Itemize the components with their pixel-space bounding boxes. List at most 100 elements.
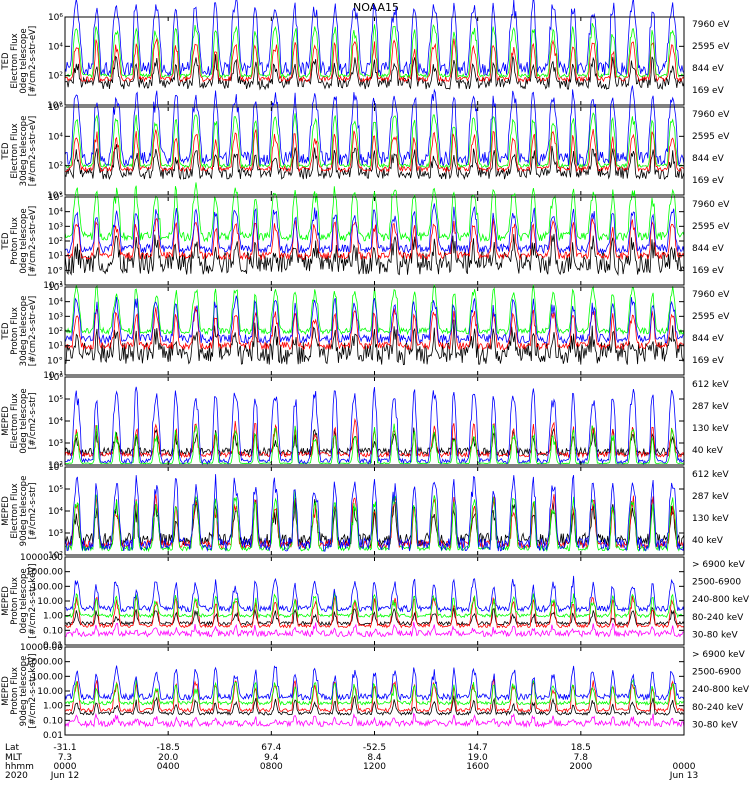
series-trace-30-80-kev — [64, 575, 685, 614]
y-tick-label: 10² — [48, 327, 63, 337]
y-tick-label: 10⁴ — [48, 208, 63, 218]
series-trace-612-kev — [64, 427, 685, 457]
panels: 7960 eV 2595 eV 844 eV 169 eV 10° 10² 10⁴ 10⁶ TE… — [1, 0, 750, 741]
series-trace-30-80-kev — [64, 665, 685, 701]
legend-label: 169 eV — [692, 266, 725, 276]
y-axis-label: [#/cm2-s-str] — [28, 393, 38, 450]
y-tick-label: 10² — [48, 72, 63, 82]
y-tick-label: 10⁴ — [48, 417, 63, 427]
y-tick-label: 10¹ — [48, 252, 63, 262]
y-axis-label: 0deg telescope — [19, 28, 29, 93]
series-trace-2595-ev — [64, 306, 685, 351]
y-tick-label: 10000.00 — [20, 643, 63, 653]
series-trace-2595-ev — [64, 128, 685, 173]
y-tick-label: 10⁴ — [48, 42, 63, 52]
panel-2: 7960 eV 2595 eV 844 eV 169 eV 10° 10² 10⁴ 10⁶ TE… — [1, 85, 730, 201]
series-trace-7960-ev — [64, 144, 685, 181]
y-tick-label: 10° — [47, 101, 63, 111]
y-tick-label: 10° — [47, 356, 63, 366]
legend-label: 80-240 keV — [692, 703, 744, 713]
x-tick-label: 0000 — [673, 762, 696, 772]
series-trace-7960-ev — [64, 54, 685, 91]
legend-label: 130 keV — [692, 514, 729, 524]
y-axis-label: [#/cm2-s-str-eV] — [28, 26, 38, 96]
y-axis-label: [#/cm2-s-str-eV] — [28, 296, 38, 366]
panel-4: 7960 eV 2595 eV 844 eV 169 eV 10⁻¹ 10° 10¹ 10² 1… — [1, 283, 730, 381]
y-axis-label: [#/cm2-s-str] — [28, 483, 38, 540]
legend-label: 2595 eV — [692, 312, 730, 322]
y-axis-label: TED — [1, 52, 11, 71]
y-axis-label: TED — [1, 322, 11, 341]
y-axis-label: 0deg telescope — [19, 208, 29, 273]
y-axis-label: 0deg telescope — [19, 568, 29, 633]
legend-label: 240-800 keV — [692, 685, 750, 695]
y-tick-label: 10⁴ — [48, 507, 63, 517]
y-axis-label: Electron Flux — [10, 33, 20, 88]
series-trace--6900-kev — [64, 621, 685, 638]
y-tick-label: 10² — [48, 237, 63, 247]
x-tick-label: 1600 — [466, 762, 489, 772]
y-tick-label: 0.01 — [43, 641, 63, 651]
legend-label: 2595 eV — [692, 42, 730, 52]
series-trace-40-kev — [64, 474, 685, 552]
y-tick-label: 10⁶ — [48, 463, 63, 473]
legend-label: 7960 eV — [692, 290, 730, 300]
series-trace-844-ev — [64, 112, 685, 169]
series-trace-2500-6900 — [64, 694, 685, 717]
y-tick-label: 10⁵ — [48, 395, 63, 405]
series-trace-169-ev — [64, 203, 685, 255]
x-tick-label: 7.3 — [58, 753, 72, 763]
series-trace-2500-6900 — [64, 606, 685, 627]
y-tick-label: 10³ — [48, 529, 63, 539]
y-tick-label: 10² — [48, 162, 63, 172]
y-tick-label: 10⁻¹ — [43, 281, 63, 291]
legend-label: 40 keV — [692, 446, 724, 456]
x-tick-label: 0000 — [54, 762, 77, 772]
legend-label: 844 eV — [692, 334, 725, 344]
legend-label: 2595 eV — [692, 222, 730, 232]
y-tick-label: 1000.00 — [26, 658, 63, 668]
y-axis-label: MEPED — [1, 676, 11, 706]
y-tick-label: 0.01 — [43, 731, 63, 741]
y-tick-label: 10¹ — [48, 342, 63, 352]
y-axis-label: TED — [1, 142, 11, 161]
legend-label: 612 keV — [692, 380, 729, 390]
series-trace-2595-ev — [64, 37, 685, 83]
legend-label: > 6900 keV — [692, 560, 746, 570]
y-axis-label: Electron Flux — [10, 393, 20, 448]
y-axis-label: 90deg telescope — [19, 656, 29, 727]
x-tick-label: 20.0 — [158, 753, 178, 763]
y-tick-label: 100.00 — [32, 582, 64, 592]
legend-label: 169 eV — [692, 86, 725, 96]
y-axis-label: [#/cm2-s-str-eV] — [28, 116, 38, 186]
y-tick-label: 10⁻¹ — [43, 371, 63, 381]
legend-label: 169 eV — [692, 176, 725, 186]
x-tick-label: 0800 — [260, 762, 283, 772]
x-tick-label: 14.7 — [468, 743, 488, 753]
y-tick-label: 100.00 — [32, 672, 64, 682]
x-tick-label: -18.5 — [157, 743, 180, 753]
series-trace-240-800-kev — [64, 595, 685, 629]
panel-5: 612 keV 287 keV 130 keV 40 keV 10² 10³ 10⁴ 10⁵ 1… — [1, 373, 729, 471]
legend-label: 169 eV — [692, 356, 725, 366]
series-trace-2595-ev — [64, 217, 685, 261]
y-tick-label: 10³ — [48, 222, 63, 232]
y-tick-label: 10⁵ — [48, 283, 63, 293]
y-axis-label: Proton Flux — [10, 217, 20, 265]
y-axis-label: Proton Flux — [10, 307, 20, 355]
legend-label: 40 keV — [692, 536, 724, 546]
x-tick-label: -31.1 — [53, 743, 76, 753]
series-trace-844-ev — [64, 182, 685, 243]
y-tick-label: 10³ — [48, 312, 63, 322]
y-tick-label: 10.00 — [37, 687, 63, 697]
x-tick-label: 9.4 — [264, 753, 279, 763]
legend-label: 287 keV — [692, 402, 729, 412]
legend-label: 240-800 keV — [692, 595, 750, 605]
series-trace-7960-ev — [64, 233, 685, 276]
series-trace-7960-ev — [64, 319, 685, 366]
legend-label: 287 keV — [692, 492, 729, 502]
x-tick-label: 2000 — [569, 762, 592, 772]
x-tick-label: 7.8 — [574, 753, 589, 763]
y-axis-label: TED — [1, 232, 11, 251]
